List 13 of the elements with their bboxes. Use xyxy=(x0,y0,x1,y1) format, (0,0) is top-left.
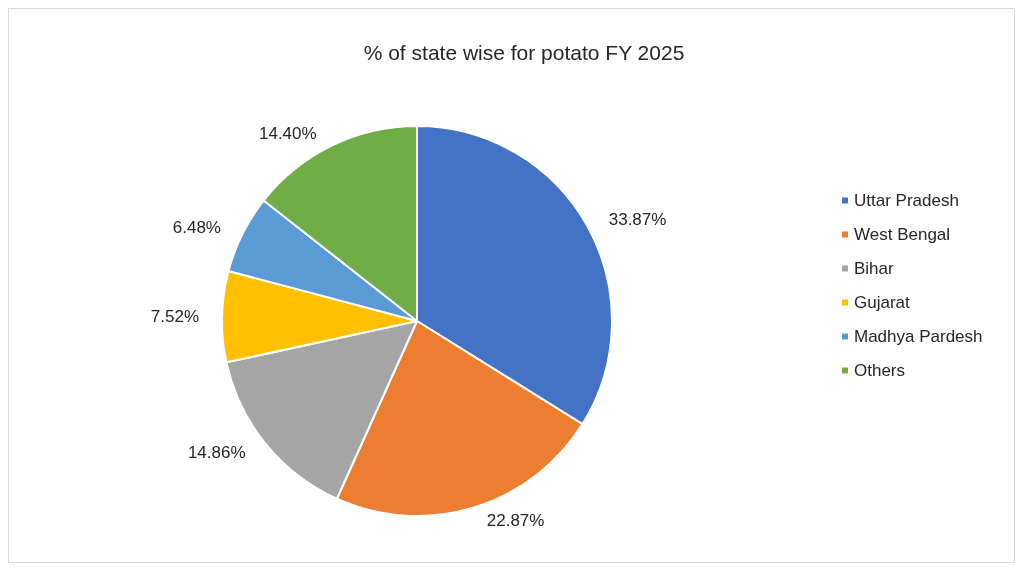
legend-label: Bihar xyxy=(854,259,895,278)
data-label: 33.87% xyxy=(608,210,667,230)
legend-label: Madhya Pardesh xyxy=(854,327,983,346)
data-label: 7.52% xyxy=(150,306,200,326)
legend-label: West Bengal xyxy=(854,225,951,244)
data-label: 6.48% xyxy=(172,218,221,238)
data-label: 22.87% xyxy=(486,511,545,531)
legend-label: Uttar Pradesh xyxy=(854,191,959,210)
legend-label: Gujarat xyxy=(854,293,911,312)
data-label: 14.86% xyxy=(187,442,246,462)
chart-title: % of state wise for potato FY 2025 xyxy=(363,41,685,64)
data-label: 14.40% xyxy=(258,123,317,143)
legend-label: Others xyxy=(854,361,906,380)
